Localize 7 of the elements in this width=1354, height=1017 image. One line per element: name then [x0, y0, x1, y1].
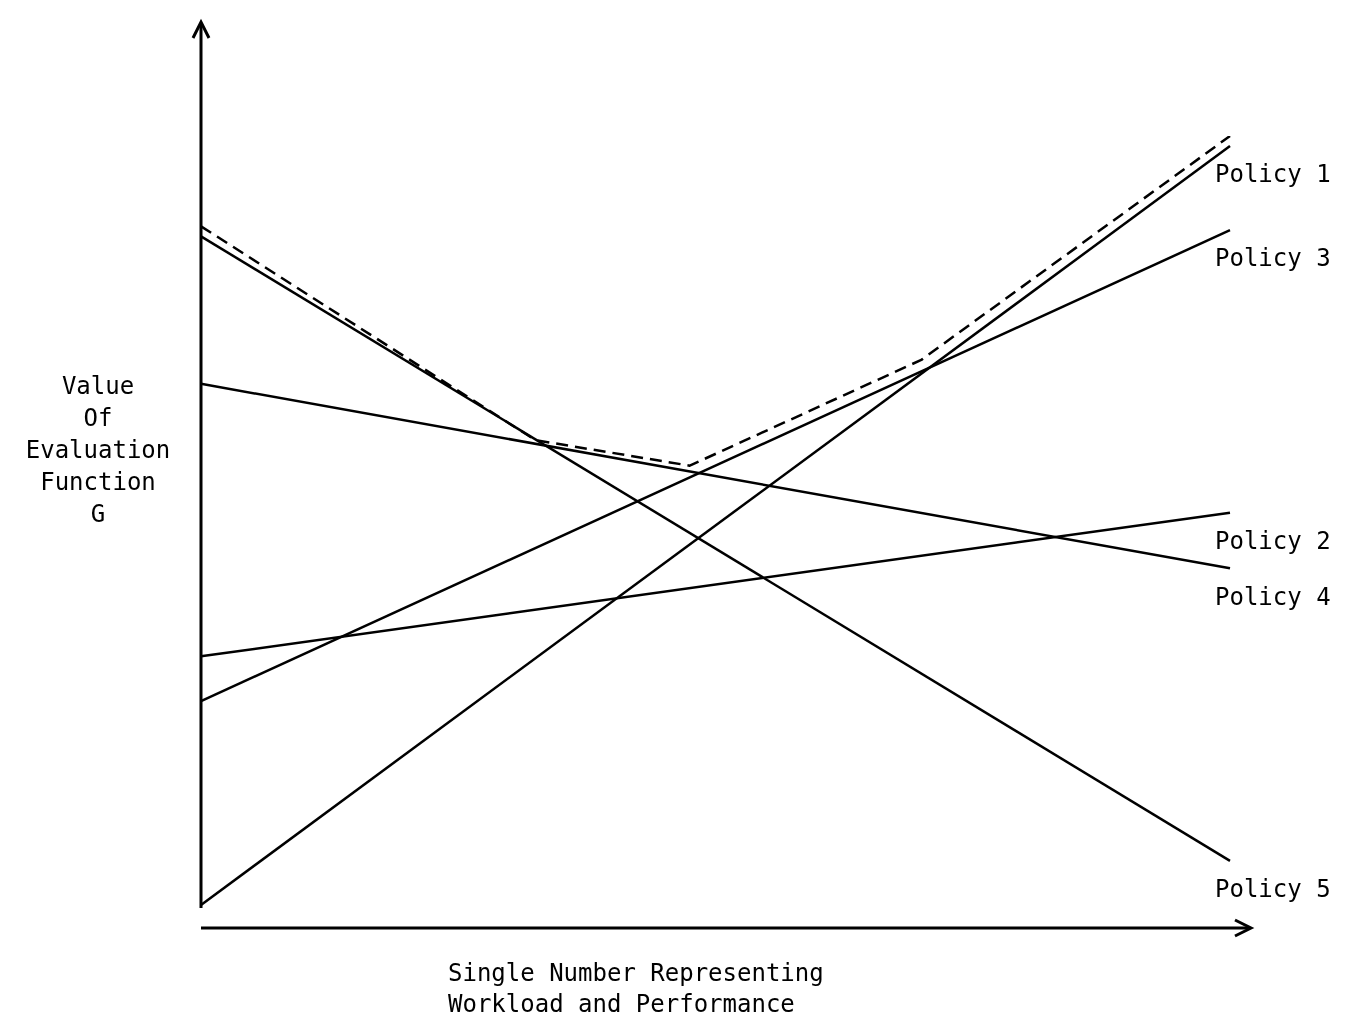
series-label: Policy 4	[1215, 582, 1331, 611]
x-axis-title: Single Number Representing Workload and Performance	[448, 958, 825, 1017]
series-label: Policy 2	[1215, 526, 1331, 555]
series-label: Policy 3	[1215, 244, 1331, 273]
series-label: Policy 5	[1215, 875, 1331, 904]
y-axis-title: Value Of Evaluation Function G	[24, 371, 172, 530]
series-label: Policy 1	[1215, 160, 1331, 189]
